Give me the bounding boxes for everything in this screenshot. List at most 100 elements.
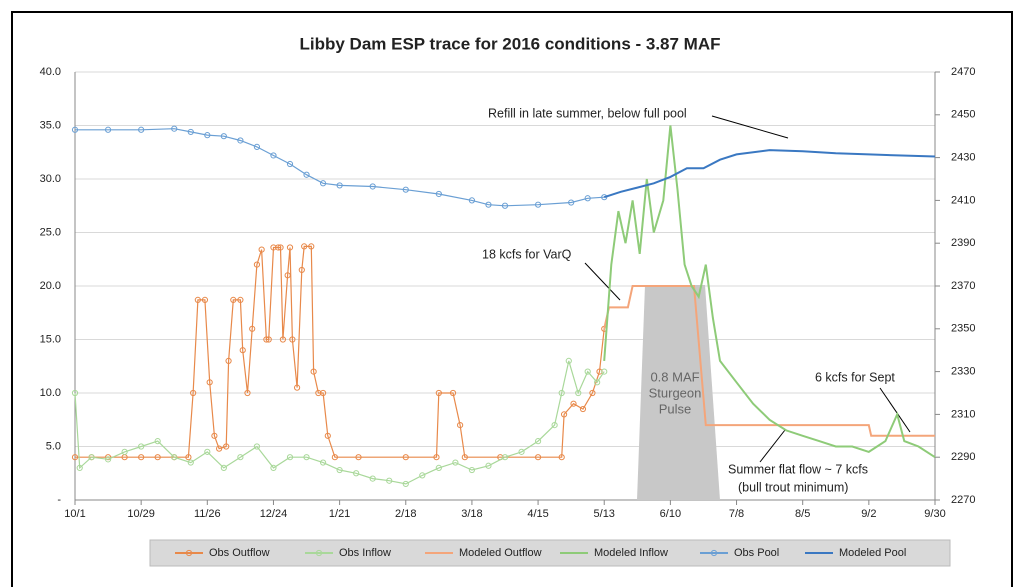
- annotation: Summer flat flow ~ 7 kcfs: [728, 462, 868, 476]
- point: [286, 454, 294, 461]
- point: [485, 462, 492, 469]
- y-tick-label: 40.0: [40, 66, 61, 78]
- point: [237, 137, 244, 144]
- point: [201, 296, 209, 304]
- point: [220, 133, 227, 140]
- point: [277, 244, 284, 251]
- y-tick-label: -: [57, 494, 61, 506]
- point: [239, 347, 246, 354]
- legend-label: Obs Outflow: [209, 547, 270, 559]
- point: [336, 182, 343, 189]
- x-tick-label: 2/18: [395, 508, 416, 520]
- series-line: [74, 360, 605, 485]
- x-tick-label: 9/2: [861, 508, 876, 520]
- point: [298, 266, 305, 274]
- pulse-label: Pulse: [659, 401, 692, 416]
- point: [71, 454, 79, 461]
- legend-label: Modeled Pool: [839, 547, 906, 559]
- point: [558, 389, 565, 397]
- point: [319, 459, 327, 466]
- point: [331, 454, 338, 461]
- point: [270, 464, 277, 471]
- legend-marker: [710, 549, 718, 557]
- legend-marker: [185, 549, 193, 557]
- point: [301, 243, 308, 250]
- point: [579, 405, 587, 413]
- point: [171, 454, 178, 461]
- x-tick-label: 11/26: [194, 508, 221, 520]
- arrow: [711, 115, 789, 139]
- point: [286, 160, 294, 168]
- y2-tick-label: 2470: [951, 66, 975, 78]
- point: [204, 132, 211, 139]
- y2-tick-label: 2390: [951, 237, 975, 249]
- point: [534, 201, 542, 208]
- point: [249, 325, 256, 332]
- point: [76, 464, 83, 471]
- point: [154, 454, 161, 461]
- point: [71, 126, 79, 133]
- point: [601, 368, 608, 375]
- point: [534, 454, 542, 461]
- point: [468, 197, 476, 204]
- point: [449, 389, 457, 397]
- chart-title: Libby Dam ESP trace for 2016 conditions …: [299, 34, 720, 53]
- point: [369, 475, 376, 482]
- point: [353, 470, 360, 477]
- point: [355, 454, 362, 461]
- point: [206, 379, 213, 386]
- y2-tick-label: 2370: [951, 280, 975, 292]
- point: [275, 244, 282, 251]
- y-tick-label: 20.0: [40, 280, 61, 292]
- point: [452, 459, 459, 466]
- annotation: 6 kcfs for Sept: [815, 370, 895, 384]
- point: [565, 357, 572, 364]
- y2-tick-label: 2350: [951, 323, 975, 335]
- y-tick-label: 10.0: [40, 387, 61, 399]
- point: [230, 296, 237, 304]
- point: [386, 477, 393, 484]
- point: [104, 126, 112, 133]
- y2-tick-label: 2270: [951, 494, 975, 506]
- point: [71, 389, 79, 397]
- point: [216, 445, 223, 452]
- legend-label: Modeled Outflow: [459, 547, 542, 559]
- point: [570, 400, 577, 407]
- x-tick-label: 1/21: [329, 508, 350, 520]
- point: [237, 454, 244, 461]
- point: [369, 183, 376, 190]
- point: [270, 152, 277, 159]
- arrow: [584, 262, 621, 301]
- x-tick-label: 5/13: [594, 508, 615, 520]
- frame: [11, 11, 1013, 587]
- point: [284, 272, 291, 279]
- point: [457, 422, 464, 429]
- series-line: [603, 285, 935, 437]
- point: [253, 143, 261, 150]
- point: [575, 389, 582, 397]
- pulse-label: Sturgeon: [649, 385, 702, 400]
- point: [185, 454, 192, 461]
- y2-tick-label: 2450: [951, 109, 975, 121]
- point: [263, 336, 270, 343]
- x-tick-label: 10/1: [64, 508, 85, 520]
- point: [204, 448, 211, 455]
- point: [104, 456, 112, 463]
- point: [589, 389, 596, 397]
- point: [324, 432, 331, 439]
- legend-label: Obs Inflow: [339, 547, 391, 559]
- annotation: Refill in late summer, below full pool: [488, 106, 687, 120]
- arrow: [759, 429, 786, 463]
- point: [433, 454, 440, 461]
- y-tick-label: 5.0: [46, 440, 61, 452]
- series-line: [75, 245, 605, 458]
- y2-tick-label: 2430: [951, 152, 975, 164]
- point: [187, 459, 194, 466]
- x-tick-label: 4/15: [527, 508, 548, 520]
- x-tick-label: 12/24: [260, 508, 288, 520]
- point: [237, 296, 244, 304]
- point: [286, 244, 294, 251]
- y2-tick-label: 2410: [951, 194, 975, 206]
- point: [419, 472, 426, 479]
- point: [289, 336, 296, 343]
